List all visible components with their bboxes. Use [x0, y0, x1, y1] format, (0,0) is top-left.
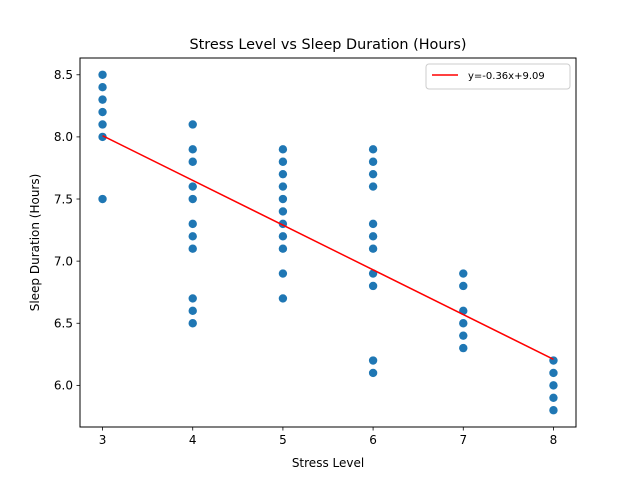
- data-point: [278, 269, 288, 278]
- data-point: [549, 381, 558, 390]
- data-point: [188, 306, 197, 316]
- y-tick-label: 6.0: [54, 379, 73, 393]
- scatter-points: [98, 70, 558, 415]
- data-point: [549, 393, 558, 403]
- data-point: [459, 319, 468, 328]
- fit-line-layer: [102, 134, 554, 360]
- data-point: [459, 281, 468, 291]
- data-point: [278, 207, 288, 216]
- data-point: [368, 169, 378, 179]
- x-tick-label: 3: [99, 433, 107, 447]
- x-axis-label: Stress Level: [292, 456, 364, 470]
- data-point: [368, 244, 378, 253]
- data-point: [278, 157, 288, 166]
- x-tick-label: 6: [369, 433, 377, 447]
- data-point: [188, 194, 197, 204]
- y-tick-label: 8.0: [54, 130, 73, 144]
- chart-title: Stress Level vs Sleep Duration (Hours): [190, 37, 467, 53]
- data-point: [98, 107, 107, 117]
- data-point: [278, 244, 288, 253]
- data-point: [368, 145, 378, 154]
- y-tick-label: 7.0: [54, 254, 73, 268]
- y-axis-label: Sleep Duration (Hours): [28, 174, 42, 312]
- data-point: [368, 356, 378, 365]
- x-tick-label: 4: [189, 433, 197, 447]
- data-point: [278, 145, 288, 154]
- data-point: [278, 294, 288, 303]
- data-point: [188, 244, 197, 253]
- fit-line: [102, 134, 554, 360]
- plot-area: [80, 58, 576, 427]
- legend: y=-0.36x+9.09: [425, 63, 571, 90]
- data-point: [188, 219, 197, 229]
- data-point: [368, 219, 378, 229]
- data-point: [188, 232, 197, 241]
- data-point: [368, 157, 378, 166]
- y-axis-ticks: 6.0 6.5 7.0 7.5 8.0 8.5: [54, 68, 80, 393]
- data-point: [98, 82, 107, 92]
- data-point: [98, 194, 107, 204]
- data-point: [459, 331, 468, 340]
- data-point: [188, 120, 197, 129]
- data-point: [368, 281, 378, 291]
- x-axis-ticks: 3 4 5 6 7 8: [99, 427, 558, 447]
- x-tick-label: 7: [459, 433, 467, 447]
- data-point: [278, 169, 288, 179]
- data-point: [188, 182, 197, 191]
- x-tick-label: 8: [550, 433, 558, 447]
- plot-frame: [79, 57, 577, 428]
- data-point: [278, 232, 288, 241]
- y-tick-label: 6.5: [54, 317, 73, 331]
- data-point: [549, 406, 558, 415]
- legend-entry-label: y=-0.36x+9.09: [468, 71, 545, 82]
- data-point: [98, 132, 107, 142]
- data-point: [98, 120, 107, 129]
- data-point: [188, 157, 197, 166]
- x-tick-label: 5: [279, 433, 287, 447]
- data-point: [188, 294, 197, 303]
- data-point: [278, 182, 288, 191]
- y-tick-label: 7.5: [54, 192, 73, 206]
- data-point: [188, 319, 197, 328]
- data-point: [459, 269, 468, 278]
- data-point: [278, 194, 288, 204]
- data-point: [98, 70, 107, 79]
- data-point: [549, 368, 558, 378]
- legend-box: [425, 63, 571, 90]
- data-point: [368, 232, 378, 241]
- data-point: [188, 145, 197, 154]
- data-point: [368, 368, 378, 378]
- data-point: [459, 343, 468, 353]
- data-point: [98, 95, 107, 104]
- y-tick-label: 8.5: [54, 68, 73, 82]
- data-point: [368, 182, 378, 191]
